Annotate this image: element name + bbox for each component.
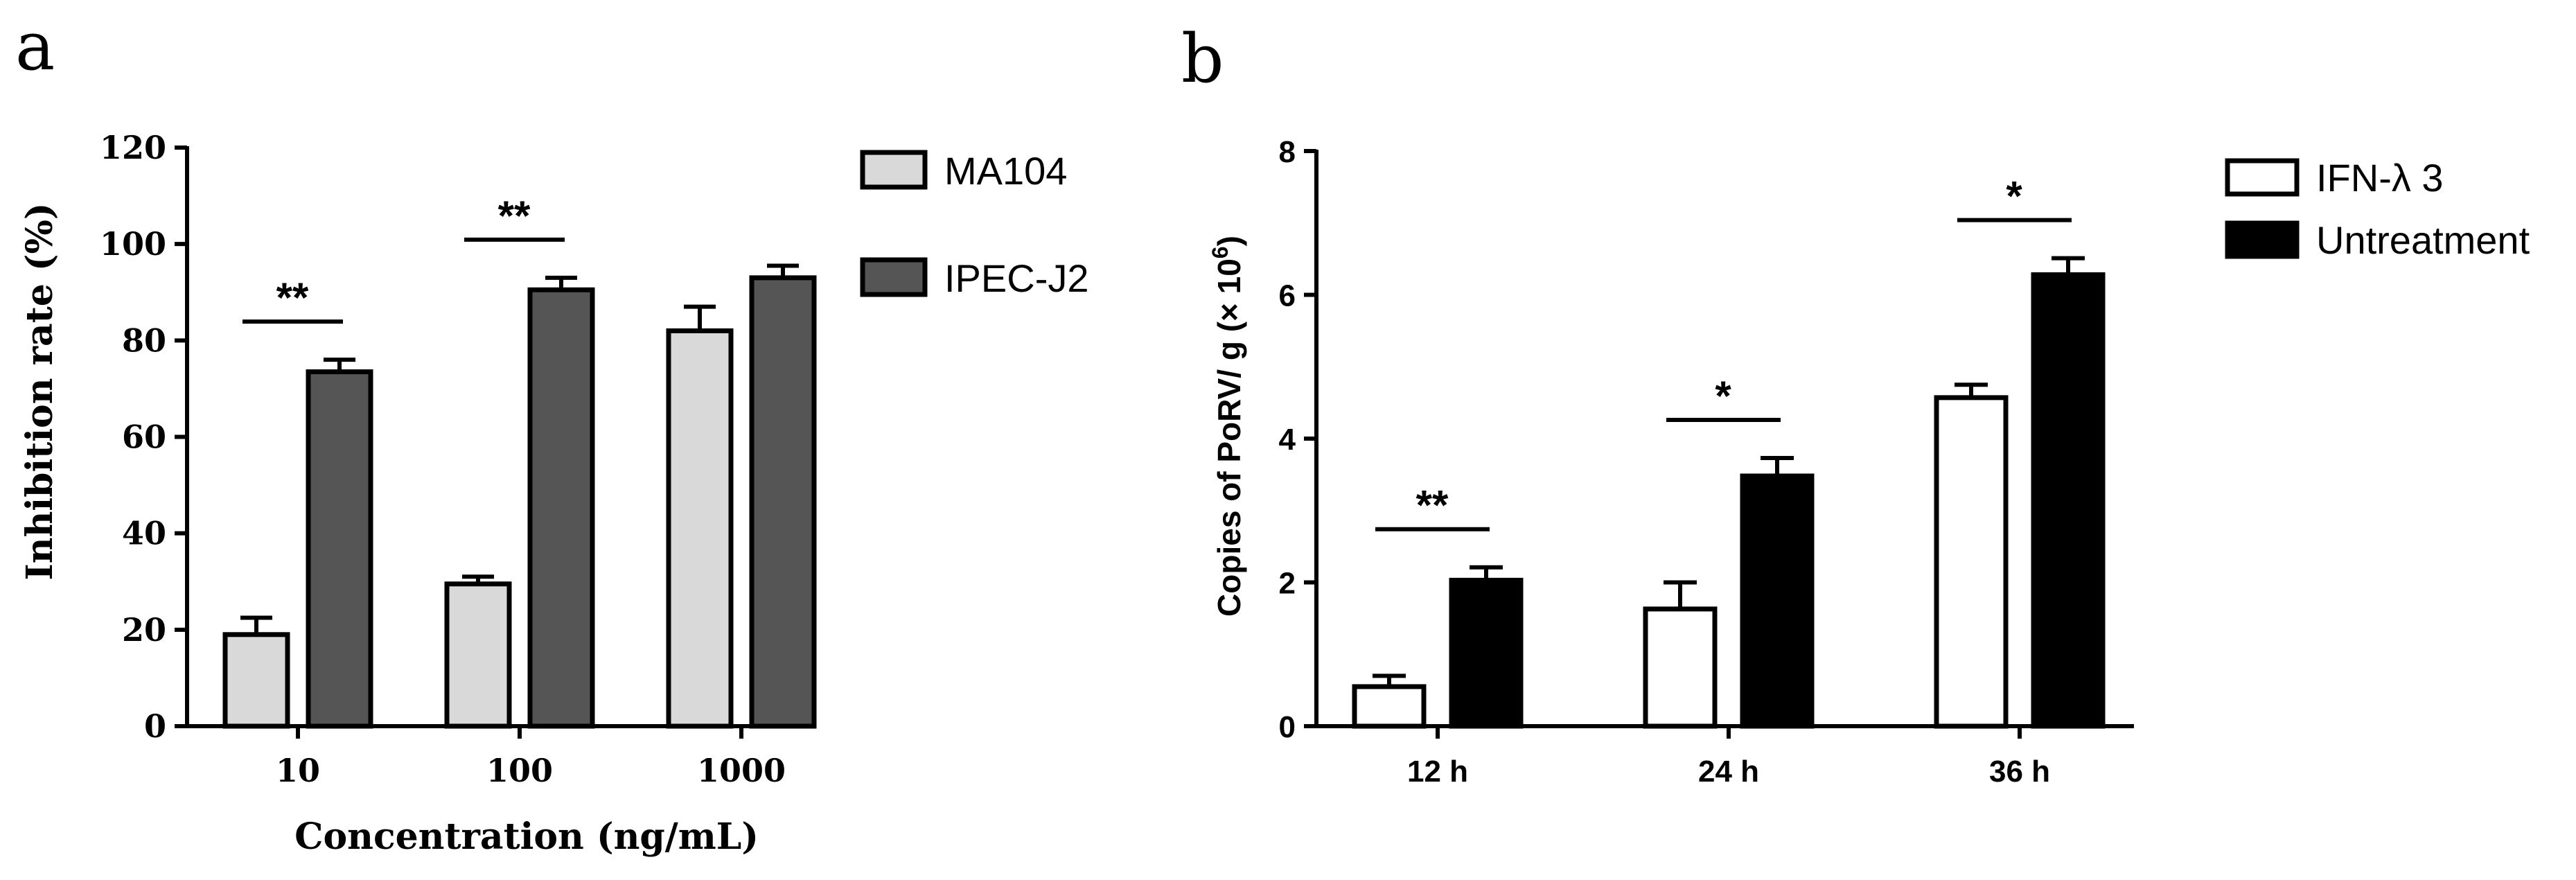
panel-a-letter: a xyxy=(15,8,55,85)
chart-a-y-tick-label: 80 xyxy=(122,322,166,359)
chart-a-x-tick-label: 100 xyxy=(486,752,553,789)
chart-a-legend-swatch xyxy=(860,150,928,190)
chart-a-significance-stars: ** xyxy=(498,193,531,239)
chart-b-y-tick-label: 8 xyxy=(1279,135,1296,169)
chart-a-y-tick-label: 40 xyxy=(122,515,166,552)
chart-a-legend-swatch xyxy=(860,257,928,297)
chart-a-x-axis-label: Concentration (ng/mL) xyxy=(294,816,759,858)
chart-b-bar-untreatment xyxy=(2031,272,2106,729)
chart-b-significance-stars: ** xyxy=(1416,482,1449,529)
chart-b-bar-untreatment xyxy=(1449,577,1524,729)
chart-b-legend-swatch xyxy=(2225,220,2300,259)
chart-b-bar-untreatment xyxy=(1740,473,1815,729)
chart-b-significance-stars: * xyxy=(1715,373,1731,419)
chart-b-bar-ifn-3 xyxy=(1934,395,2009,729)
panel-b-letter: b xyxy=(1181,20,1224,98)
chart-a-x-tick-label: 10 xyxy=(276,752,320,789)
chart-a-significance: ** ** xyxy=(242,193,565,324)
chart-a-y-tick-label: 100 xyxy=(100,225,166,263)
chart-b-legend-label: IFN-λ 3 xyxy=(2316,156,2444,200)
chart-b-y-axis-label: Copies of PoRV/ g (× 106) xyxy=(1208,236,1247,617)
chart-a-legend-label: MA104 xyxy=(944,149,1067,193)
chart-a-bar-ma104 xyxy=(444,581,512,729)
chart-b-y-tick-label: 4 xyxy=(1279,423,1296,457)
chart-a-bar-ipec-j2 xyxy=(527,287,595,729)
chart-a-x-ticks: 10 100 1000 xyxy=(276,726,786,789)
chart-b-x-tick-label: 36 h xyxy=(1989,755,2050,789)
chart-b-bar-ifn-3 xyxy=(1352,684,1427,729)
chart-b-x-tick-label: 12 h xyxy=(1407,755,1468,789)
chart-a-bar-ipec-j2 xyxy=(306,369,373,729)
chart-a-bar-ma104 xyxy=(222,632,290,729)
chart-b-bar-ifn-3 xyxy=(1643,606,1718,729)
chart-a-y-tick-label: 60 xyxy=(122,419,166,456)
chart-b-y-tick-label: 6 xyxy=(1279,279,1296,313)
chart-a-y-ticks: 0 20 40 60 80 100 120 xyxy=(100,129,187,745)
chart-a-y-tick-label: 120 xyxy=(100,129,166,166)
chart-b-legend-label: Untreatment xyxy=(2316,218,2530,262)
chart-b-legend: IFN-λ 3 Untreatment xyxy=(2225,156,2530,262)
chart-b-legend-swatch xyxy=(2225,158,2300,197)
chart-b-x-tick-label: 24 h xyxy=(1698,755,1759,789)
chart-b-significance-stars: * xyxy=(2006,173,2022,220)
chart-b-y-ticks: 0 2 4 6 8 xyxy=(1279,135,1316,744)
chart-a: 0 20 40 60 80 100 120 ** ** 10 100 1000 Inhibitio… xyxy=(19,129,1089,858)
chart-a-y-tick-label: 20 xyxy=(122,611,166,649)
chart-a-bar-ipec-j2 xyxy=(749,275,817,729)
chart-b-y-axis-label-main: Copies of PoRV/ g (× 10 xyxy=(1211,258,1247,617)
chart-b-y-axis-label-end: ) xyxy=(1211,236,1247,246)
chart-a-bar-ma104 xyxy=(666,328,734,729)
chart-b-bars xyxy=(1352,256,2106,729)
chart-b-x-ticks: 12 h 24 h 36 h xyxy=(1407,726,2050,789)
chart-a-significance-stars: ** xyxy=(276,274,309,321)
chart-a-bars xyxy=(222,263,817,729)
chart-a-legend: MA104 IPEC-J2 xyxy=(860,149,1089,300)
chart-a-x-tick-label: 1000 xyxy=(697,752,786,789)
chart-a-legend-label: IPEC-J2 xyxy=(944,256,1089,300)
chart-b-y-tick-label: 2 xyxy=(1279,567,1296,601)
chart-b-y-axis-label-sup: 6 xyxy=(1208,246,1233,258)
chart-b-y-tick-label: 0 xyxy=(1279,710,1296,744)
chart-a-y-axis-label: Inhibition rate (%) xyxy=(19,202,61,580)
chart-a-y-tick-label: 0 xyxy=(144,707,166,745)
chart-b-significance: **** xyxy=(1375,173,2072,531)
